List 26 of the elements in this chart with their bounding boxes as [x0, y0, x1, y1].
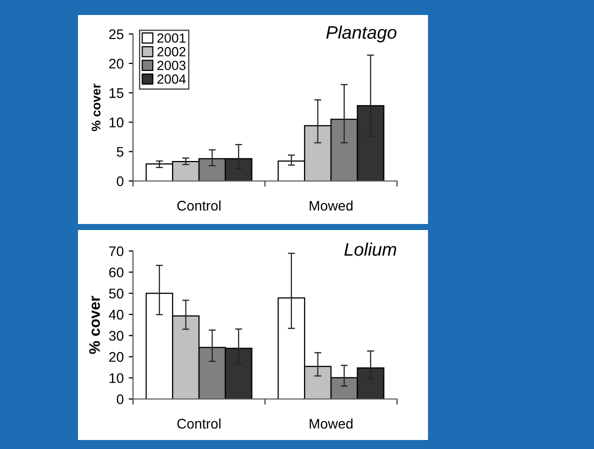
chart-title: Lolium: [344, 242, 396, 256]
y-tick-label: 20: [109, 352, 124, 362]
y-tick-label: 50: [109, 288, 124, 298]
x-tick-label: Mowed: [310, 418, 352, 429]
y-tick-label: 20: [109, 58, 124, 69]
y-tick-label: 30: [109, 330, 124, 341]
y-tick-label: 70: [109, 246, 124, 256]
y-axis-title: % cover: [92, 84, 100, 132]
y-axis-title: % cover: [89, 296, 100, 354]
x-tick-label: Mowed: [310, 200, 352, 211]
y-tick-label: 40: [108, 310, 124, 320]
legend-label: 2001: [157, 33, 186, 43]
legend-label: 2002: [157, 47, 186, 56]
y-tick-label: 10: [110, 373, 124, 384]
y-tick-label: 0: [116, 394, 124, 404]
x-tick-label: Control: [177, 200, 220, 211]
y-tick-label: 60: [109, 267, 124, 278]
x-tick-label: Control: [177, 418, 220, 429]
y-tick-label: 10: [110, 118, 124, 128]
y-tick-label: 25: [109, 29, 124, 40]
legend-label: 2004: [157, 74, 186, 84]
y-tick-label: 0: [116, 176, 124, 186]
chart-title: Plantago: [326, 26, 396, 42]
legend-label: 2003: [157, 60, 186, 70]
y-tick-label: 5: [116, 147, 124, 157]
y-tick-label: 15: [110, 88, 124, 98]
